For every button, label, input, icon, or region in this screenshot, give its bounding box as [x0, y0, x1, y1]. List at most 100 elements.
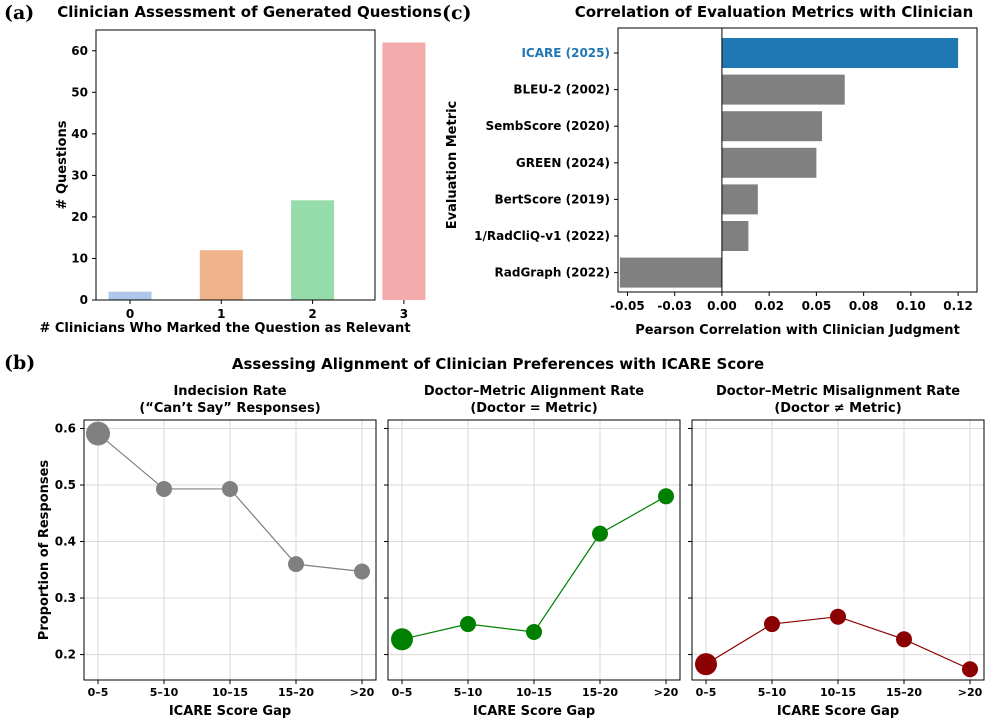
x-tick-label: 0.12 [943, 299, 973, 313]
x-tick-label: 15–20 [582, 686, 618, 699]
y-tick-label: BertScore (2019) [494, 192, 610, 206]
plot-frame [617, 27, 978, 293]
y-tick-label: SembScore (2020) [486, 119, 610, 133]
y-tick-label: RadGraph (2022) [495, 266, 610, 280]
data-point-4 [354, 563, 370, 580]
x-tick-label: 0.08 [849, 299, 879, 313]
x-tick-label: 5–10 [150, 686, 179, 699]
bar-0 [108, 291, 152, 300]
bar-1-radcliq-v1-2022- [721, 221, 749, 251]
y-tick-label: GREEN (2024) [516, 156, 610, 170]
bar-sembscore-2020- [721, 111, 823, 142]
y-tick-label: 0.3 [55, 591, 76, 605]
x-tick-label: 10–15 [212, 686, 248, 699]
chart-title-line-1: Doctor–Metric Alignment Rate [424, 384, 644, 399]
x-tick-label: 15–20 [278, 686, 314, 699]
data-point-4 [962, 661, 978, 678]
plot-frame [95, 29, 376, 301]
x-tick-label: 10–15 [820, 686, 856, 699]
y-tick-label: 0.4 [55, 535, 76, 549]
y-tick-label: 0.2 [55, 648, 76, 662]
y-tick-label: BLEU-2 (2002) [513, 83, 610, 97]
x-tick-label: 0–5 [696, 686, 717, 699]
data-point-3 [896, 631, 912, 648]
x-tick-label: 0.05 [802, 299, 832, 313]
x-axis-label: ICARE Score Gap [473, 704, 595, 719]
y-tick-label: 0.6 [55, 421, 76, 435]
x-tick-label: >20 [958, 686, 983, 699]
data-point-3 [592, 525, 608, 542]
section-b-title: Assessing Alignment of Clinician Prefere… [232, 355, 764, 373]
bar-green-2024- [721, 147, 817, 178]
panel-label-a: (a) [4, 2, 34, 24]
data-point-2 [526, 623, 542, 640]
x-axis-label: Pearson Correlation with Clinician Judgm… [635, 323, 960, 338]
x-tick-label: 0–5 [392, 686, 413, 699]
chart-title: Clinician Assessment of Generated Questi… [57, 3, 442, 21]
x-tick-label: 2 [308, 307, 316, 321]
bar-bleu-2-2002- [721, 74, 845, 105]
y-tick-label: ICARE (2025) [521, 46, 610, 60]
chart-c-metric-correlation: ICARE (2025) BLEU-2 (2002) SembScore (2020… [445, 3, 978, 338]
y-tick-label: 1/RadCliQ-v1 (2022) [474, 229, 610, 243]
data-point-0 [86, 421, 110, 446]
x-tick-label: 5–10 [758, 686, 787, 699]
plot-frame [387, 419, 681, 681]
bar-bertscore-2019- [721, 184, 758, 215]
x-tick-label: 0.02 [754, 299, 784, 313]
x-axis-label: ICARE Score Gap [169, 704, 291, 719]
x-tick-label: 3 [400, 307, 408, 321]
y-axis-label: Evaluation Metric [445, 101, 460, 230]
y-axis-label: Proportion of Responses [37, 460, 52, 641]
x-tick-label: 0.00 [707, 299, 737, 313]
chart-title: Correlation of Evaluation Metrics with C… [575, 3, 974, 21]
bar-1 [199, 250, 243, 300]
plot-frame [83, 419, 377, 681]
chart-title-line-2: (“Can’t Say” Responses) [139, 401, 320, 416]
x-tick-label: 15–20 [886, 686, 922, 699]
y-tick-label: 10 [71, 251, 88, 265]
panel-label-b: (b) [4, 352, 35, 374]
data-point-4 [658, 488, 674, 505]
chart-title-line-2: (Doctor ≠ Metric) [774, 401, 901, 416]
x-tick-label: 5–10 [454, 686, 483, 699]
y-tick-label: 50 [71, 85, 88, 99]
chart-title-line-2: (Doctor = Metric) [470, 401, 597, 416]
bar-icare-2025- [721, 38, 959, 68]
panel-label-c: (c) [442, 2, 472, 24]
x-tick-label: >20 [350, 686, 375, 699]
data-point-0 [391, 628, 413, 651]
x-tick-label: 10–15 [516, 686, 552, 699]
plot-frame [691, 419, 985, 681]
x-tick-label: -0.05 [610, 299, 645, 313]
data-point-1 [156, 480, 172, 497]
chart-b-misalignment-rate: 0–5 5–10 10–15 15–20 >20 Doctor–Metric Misali… [688, 384, 985, 719]
x-tick-label: -0.03 [657, 299, 692, 313]
y-tick-label: 40 [71, 127, 88, 141]
data-point-2 [222, 480, 238, 497]
chart-b-indecision-rate: 0–5 5–10 10–15 15–20 >20 0.2 0.3 0.4 0.5 0.6 Indec… [37, 384, 377, 719]
data-point-3 [288, 556, 304, 573]
data-point-2 [830, 608, 846, 625]
x-axis-label: ICARE Score Gap [777, 704, 899, 719]
bar-radgraph-2022- [619, 257, 722, 288]
y-tick-label: 30 [71, 168, 88, 182]
bar-2 [291, 200, 335, 300]
y-axis-label: # Questions [55, 120, 70, 209]
data-point-0 [695, 653, 717, 676]
chart-b-alignment-rate: 0–5 5–10 10–15 15–20 >20 Doctor–Metric Alignm… [384, 384, 681, 719]
data-point-1 [764, 616, 780, 633]
x-axis-label: # Clinicians Who Marked the Question as … [39, 321, 410, 336]
y-tick-label: 0 [80, 293, 88, 307]
chart-title-line-1: Indecision Rate [173, 384, 286, 399]
y-tick-label: 60 [71, 44, 88, 58]
x-tick-label: >20 [654, 686, 679, 699]
y-tick-label: 0.5 [55, 478, 76, 492]
x-tick-label: 0.10 [896, 299, 926, 313]
x-tick-label: 0–5 [88, 686, 109, 699]
x-tick-label: 0 [126, 307, 134, 321]
x-tick-label: 1 [217, 307, 225, 321]
chart-title-line-1: Doctor–Metric Misalignment Rate [716, 384, 960, 399]
data-point-1 [460, 616, 476, 633]
